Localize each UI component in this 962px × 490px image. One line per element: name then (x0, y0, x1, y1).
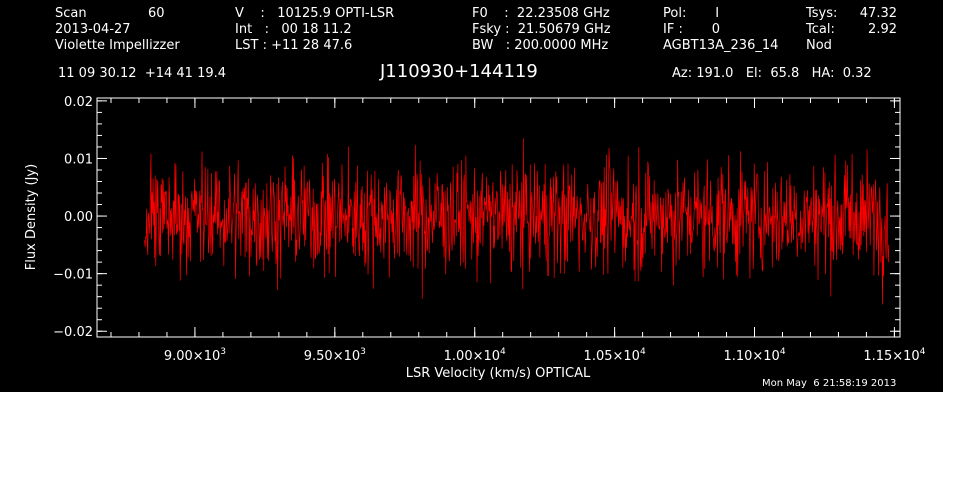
scan-value: 60 (148, 6, 165, 21)
project-id: AGBT13A_236_14 (663, 38, 779, 53)
sky-frequency-line: Fsky : 21.50679 GHz (472, 22, 611, 37)
x-tick-label: 9.50×103 (304, 347, 366, 364)
x-tick-labels: 9.00×103 9.50×103 1.00×104 1.05×104 1.10×104… (164, 347, 926, 364)
polarization-line: Pol: I (663, 6, 720, 21)
integration-line: Int : 00 18 11.2 (235, 22, 352, 37)
tsys-value: 47.32 (859, 6, 897, 21)
axis-ticks (97, 98, 900, 337)
tcal-label: Tcal: (806, 22, 835, 37)
lst-line: LST : +11 28 47.6 (235, 38, 353, 53)
y-axis-label: Flux Density (Jy) (24, 164, 39, 270)
az-el-ha: Az: 191.0 El: 65.8 HA: 0.32 (672, 66, 872, 81)
x-tick-label: 1.10×104 (723, 347, 785, 364)
velocity-line: V : 10125.9 OPTI-LSR (235, 6, 395, 21)
source-coordinates: 11 09 30.12 +14 41 19.4 (58, 66, 227, 81)
y-tick-label: 0.02 (64, 95, 93, 110)
y-tick-label: −0.02 (53, 325, 93, 340)
spectrum-series (144, 138, 890, 305)
spectrum-line (144, 138, 890, 305)
tcal-value: 2.92 (868, 22, 897, 37)
rest-frequency-line: F0 : 22.23508 GHz (472, 6, 610, 21)
observer-name: Violette Impellizzer (55, 38, 180, 53)
y-tick-label: −0.01 (53, 268, 93, 283)
x-tick-label: 1.00×104 (444, 347, 506, 364)
spectrum-chart: 0.02 0.01 0.00 −0.01 −0.02 9.00×103 9.50×103 1… (24, 95, 926, 381)
spectrum-plot-window: Scan 60 2013-04-27 Violette Impellizzer … (0, 0, 943, 392)
plot-timestamp: Mon May 6 21:58:19 2013 (762, 378, 897, 389)
bandwidth-line: BW : 200.0000 MHz (472, 38, 609, 53)
if-line: IF : 0 (663, 22, 721, 37)
scan-label: Scan (55, 6, 87, 21)
y-tick-label: 0.01 (64, 152, 93, 167)
x-tick-label: 1.15×104 (863, 347, 925, 364)
switching-mode: Nod (806, 38, 832, 53)
y-tick-label: 0.00 (64, 210, 93, 225)
x-tick-label: 1.05×104 (584, 347, 646, 364)
x-axis-label: LSR Velocity (km/s) OPTICAL (406, 366, 591, 381)
source-name: J110930+144119 (380, 61, 538, 82)
obs-date: 2013-04-27 (55, 22, 131, 37)
tsys-label: Tsys: (806, 6, 838, 21)
x-tick-label: 9.00×103 (164, 347, 226, 364)
y-tick-labels: 0.02 0.01 0.00 −0.01 −0.02 (53, 95, 93, 340)
plot-frame (96, 97, 901, 338)
